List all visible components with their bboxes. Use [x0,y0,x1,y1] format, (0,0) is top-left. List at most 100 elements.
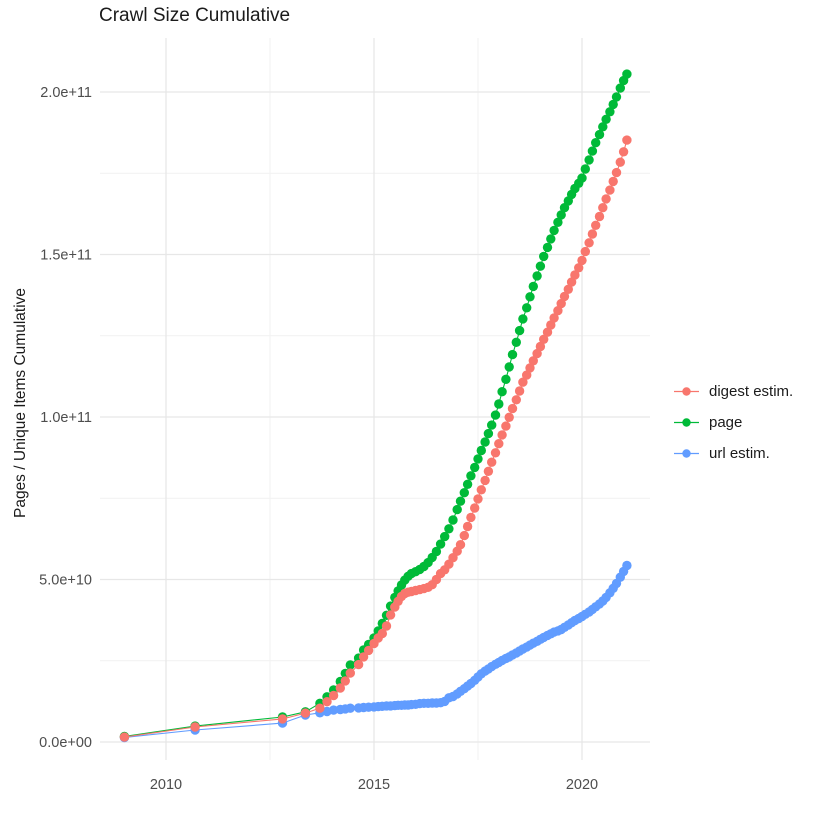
axis-tick-labels: 0.0e+00 5.0e+10 1.0e+11 1.5e+11 2.0e+11 2010 2… [39,85,598,793]
data-point [591,138,601,148]
data-point [480,475,490,486]
data-point [611,92,622,102]
data-point [535,341,546,352]
data-point [452,504,462,515]
data-point [522,303,532,313]
data-point [440,531,450,542]
legend-entry: page [673,407,793,438]
data-point [601,114,611,125]
data-point [277,714,288,724]
data-point [363,645,374,656]
data-point [525,363,535,373]
data-point [566,277,577,287]
data-point [570,270,580,280]
x-tick-label: 2020 [566,777,598,793]
legend-entry: url estim. [673,438,793,469]
legend-key-icon [674,418,699,427]
y-tick-label: 1.0e+11 [40,410,92,426]
data-point [580,164,590,174]
data-point [591,220,601,230]
y-tick-label: 5.0e+10 [39,573,92,589]
data-point [353,659,364,670]
data-point [459,488,469,498]
data-point [605,107,615,117]
data-point [525,292,535,302]
data-point [598,203,608,213]
data-point [546,320,556,330]
data-point [622,135,632,145]
data-point [490,410,501,420]
data-point [190,722,200,732]
data-point [532,271,542,281]
legend-label: digest estim. [709,383,794,400]
data-point [577,255,587,266]
data-point [448,515,458,525]
data-point [335,683,345,693]
data-point [470,503,480,513]
data-point [483,428,494,439]
data-point [473,494,483,504]
legend-key-point [682,418,691,427]
data-point [476,485,486,495]
data-point [385,610,396,620]
data-point [532,348,542,359]
data-point [618,147,629,157]
data-point [611,167,622,178]
data-point [539,334,549,344]
legend-key-icon [674,387,699,396]
data-point [328,690,339,701]
data-point [608,99,618,110]
data-point [511,337,521,347]
data-point [476,445,486,456]
data-point [587,229,598,239]
data-point [345,668,355,678]
data-point [514,386,525,396]
data-point [580,246,590,257]
data-point [507,349,518,360]
grid-major [100,38,650,760]
data-point [584,238,594,248]
data-point [514,325,525,336]
data-point [518,377,528,387]
data-point [315,703,325,713]
data-point [577,173,587,183]
data-point [563,284,573,294]
data-point [528,356,538,366]
data-point [507,403,518,414]
data-point [345,660,355,670]
data-point [556,298,566,309]
data-point [518,314,528,324]
data-point [487,420,497,430]
data-point [549,313,559,323]
data-point [605,185,615,195]
data-point [594,211,605,222]
data-point [487,457,497,467]
data-point [501,374,511,384]
data-point [466,471,476,481]
data-point [494,399,504,409]
data-point [553,306,563,316]
legend-label: page [709,414,743,431]
data-point [587,146,598,156]
data-point [435,539,446,549]
data-point [594,129,605,140]
data-point [542,242,553,253]
data-point [455,496,466,506]
series-url-estim [119,560,632,743]
data-point [549,225,559,236]
data-point [511,395,521,405]
x-tick-label: 2015 [358,777,390,793]
data-point [497,430,507,440]
data-point [381,621,392,631]
y-tick-label: 0.0e+00 [39,735,92,751]
data-point [542,327,553,337]
data-point [345,703,355,713]
data-point [615,83,625,93]
data-point [322,697,332,707]
data-point [483,466,494,476]
legend-entry: digest estim. [673,376,793,407]
data-point [340,676,350,686]
data-point [480,437,490,447]
series-digest-estim [119,135,632,742]
